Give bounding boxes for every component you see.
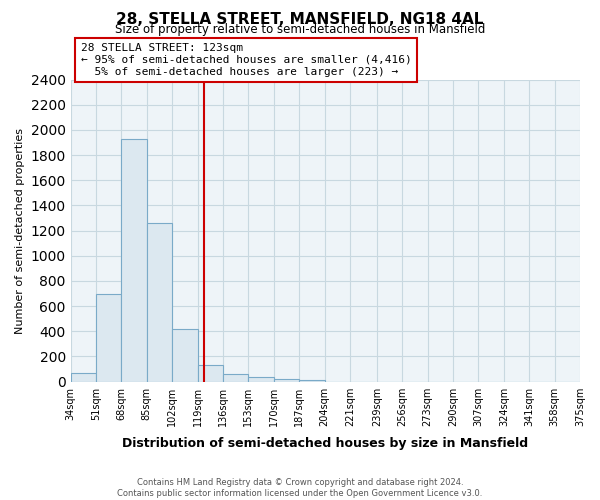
Bar bbox=[248, 377, 274, 382]
Bar bbox=[299, 380, 325, 382]
Bar bbox=[147, 223, 172, 382]
Bar bbox=[172, 329, 197, 382]
Bar bbox=[71, 373, 96, 382]
Y-axis label: Number of semi-detached properties: Number of semi-detached properties bbox=[15, 128, 25, 334]
Bar bbox=[121, 138, 147, 382]
X-axis label: Distribution of semi-detached houses by size in Mansfield: Distribution of semi-detached houses by … bbox=[122, 437, 529, 450]
Text: Contains HM Land Registry data © Crown copyright and database right 2024.
Contai: Contains HM Land Registry data © Crown c… bbox=[118, 478, 482, 498]
Bar bbox=[197, 366, 223, 382]
Bar bbox=[96, 294, 121, 382]
Bar bbox=[223, 374, 248, 382]
Bar bbox=[274, 379, 299, 382]
Text: 28, STELLA STREET, MANSFIELD, NG18 4AL: 28, STELLA STREET, MANSFIELD, NG18 4AL bbox=[116, 12, 484, 28]
Text: Size of property relative to semi-detached houses in Mansfield: Size of property relative to semi-detach… bbox=[115, 22, 485, 36]
Text: 28 STELLA STREET: 123sqm
← 95% of semi-detached houses are smaller (4,416)
  5% : 28 STELLA STREET: 123sqm ← 95% of semi-d… bbox=[81, 44, 412, 76]
